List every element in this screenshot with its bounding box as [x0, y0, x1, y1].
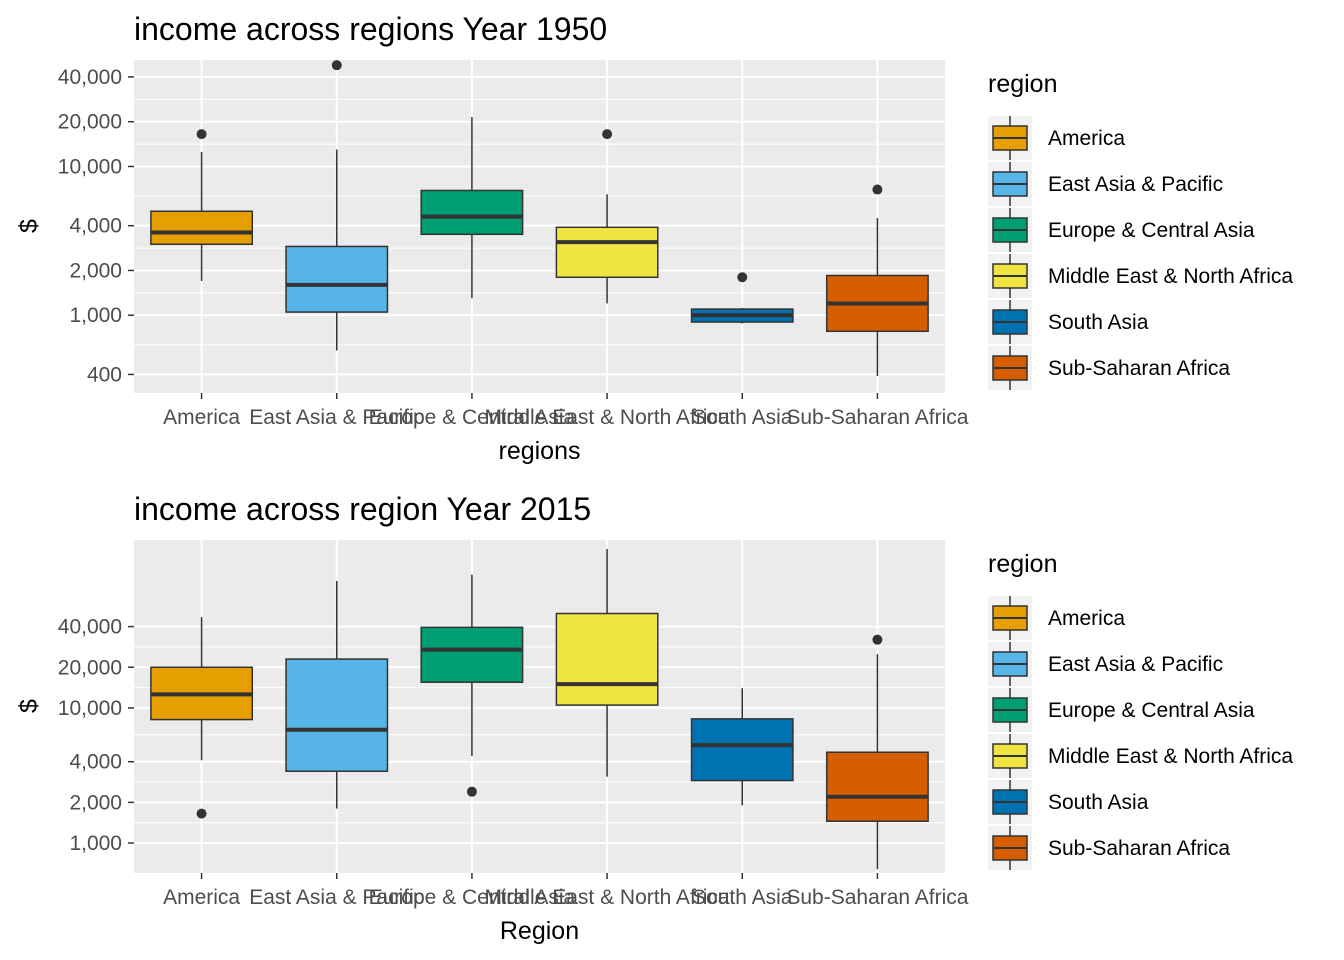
box-america [150, 617, 254, 819]
y-axis-title: $ [15, 219, 43, 233]
plot-panel [134, 540, 945, 873]
x-tick-label: America [163, 406, 240, 429]
legend: region America East Asia & Pacific Europe &… [988, 550, 1293, 870]
x-tick-label: South Asia [692, 406, 793, 429]
x-tick-label: Sub-Saharan Africa [786, 886, 968, 909]
legend-label: Sub-Saharan Africa [1048, 357, 1230, 380]
chart-title: income across region Year 2015 [134, 491, 591, 527]
box-middle-east-north-africa [555, 549, 659, 777]
box-east-asia-pacific [285, 60, 389, 351]
outlier-point [466, 786, 477, 797]
box-iqr [420, 626, 524, 683]
box-south-asia [690, 688, 794, 806]
y-tick-label: 10,000 [58, 155, 122, 178]
legend-label: East Asia & Pacific [1048, 173, 1223, 196]
legend-label: America [1048, 607, 1125, 630]
x-tick-label: Sub-Saharan Africa [786, 406, 968, 429]
legend-label: Middle East & North Africa [1048, 265, 1293, 288]
box-south-asia [690, 272, 794, 324]
y-tick-label: 20,000 [58, 656, 122, 679]
legend-item: East Asia & Pacific [988, 162, 1223, 206]
y-tick-label: 4,000 [69, 215, 122, 238]
x-tick-label: Europe & Central Asia [369, 406, 576, 429]
box-sub-saharan-africa [825, 184, 929, 377]
legend-item: Middle East & North Africa [988, 734, 1293, 778]
legend-item: Sub-Saharan Africa [988, 826, 1230, 870]
box-iqr [285, 658, 389, 772]
outlier-point [331, 60, 342, 71]
legend-item: Middle East & North Africa [988, 254, 1293, 298]
legend-item: Europe & Central Asia [988, 688, 1255, 732]
y-tick-label: 400 [87, 363, 122, 386]
legend-item: America [988, 116, 1125, 160]
legend-item: East Asia & Pacific [988, 642, 1223, 686]
chart-title: income across regions Year 1950 [134, 11, 607, 47]
outlier-point [737, 272, 748, 283]
y-tick-label: 40,000 [58, 616, 122, 639]
x-tick-label: Middle East & North Africa [485, 886, 730, 909]
x-tick-label: South Asia [692, 886, 793, 909]
outlier-point [196, 129, 207, 140]
y-tick-label: 10,000 [58, 697, 122, 720]
y-tick-label: 2,000 [69, 791, 122, 814]
legend: region America East Asia & Pacific Europe &… [988, 70, 1293, 390]
box-iqr [285, 245, 389, 313]
y-tick-label: 1,000 [69, 832, 122, 855]
box-iqr [825, 751, 929, 822]
box-east-asia-pacific [285, 581, 389, 809]
y-axis-title: $ [15, 699, 43, 713]
box-iqr [420, 189, 524, 236]
box-middle-east-north-africa [555, 129, 659, 304]
box-iqr [555, 226, 659, 279]
x-tick-label: East Asia & Pacific [249, 406, 424, 429]
outlier-point [872, 184, 883, 195]
y-tick-label: 40,000 [58, 66, 122, 89]
box-iqr [555, 612, 659, 706]
box-iqr [150, 210, 254, 246]
legend-label: Europe & Central Asia [1048, 699, 1255, 722]
legend-label: Europe & Central Asia [1048, 219, 1255, 242]
chart-panel-1: income across regions Year 1950 400 1,000 2… [15, 11, 1293, 465]
x-axis-title: regions [499, 437, 581, 465]
box-iqr [690, 718, 794, 782]
x-tick-label: East Asia & Pacific [249, 886, 424, 909]
box-europe-central-asia [420, 574, 524, 797]
y-tick-label: 4,000 [69, 751, 122, 774]
legend-item: South Asia [988, 780, 1149, 824]
legend-label: South Asia [1048, 311, 1149, 334]
x-tick-label: America [163, 886, 240, 909]
x-tick-label: Middle East & North Africa [485, 406, 730, 429]
x-tick-label: Europe & Central Asia [369, 886, 576, 909]
outlier-point [602, 129, 613, 140]
legend-item: America [988, 596, 1125, 640]
legend-item: South Asia [988, 300, 1149, 344]
legend-label: Sub-Saharan Africa [1048, 837, 1230, 860]
box-sub-saharan-africa [825, 634, 929, 870]
box-europe-central-asia [420, 117, 524, 299]
x-axis-title: Region [500, 917, 579, 945]
legend-label: South Asia [1048, 791, 1149, 814]
chart-panel-2: income across region Year 2015 1,000 2,000… [15, 491, 1293, 945]
legend-label: America [1048, 127, 1125, 150]
legend-title: region [988, 550, 1058, 578]
legend-item: Sub-Saharan Africa [988, 346, 1230, 390]
y-tick-label: 20,000 [58, 111, 122, 134]
outlier-point [196, 808, 207, 819]
y-tick-label: 2,000 [69, 259, 122, 282]
legend-label: Middle East & North Africa [1048, 745, 1293, 768]
box-america [150, 129, 254, 281]
y-tick-label: 1,000 [69, 304, 122, 327]
legend-item: Europe & Central Asia [988, 208, 1255, 252]
legend-label: East Asia & Pacific [1048, 653, 1223, 676]
outlier-point [872, 634, 883, 645]
legend-title: region [988, 70, 1058, 98]
